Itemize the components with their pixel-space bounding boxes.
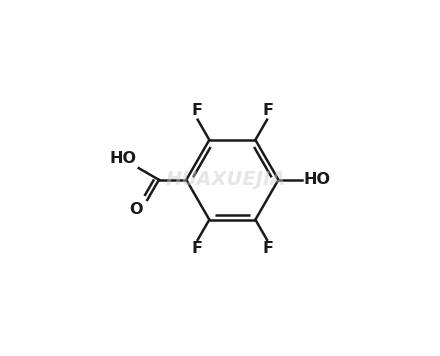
Text: F: F	[191, 103, 202, 118]
Text: F: F	[191, 241, 202, 256]
Text: HUAXUEJIA: HUAXUEJIA	[165, 170, 286, 189]
Text: HO: HO	[110, 152, 136, 167]
Text: HO: HO	[304, 172, 330, 187]
Text: F: F	[262, 241, 273, 256]
Text: F: F	[262, 103, 273, 118]
Text: O: O	[129, 202, 142, 217]
